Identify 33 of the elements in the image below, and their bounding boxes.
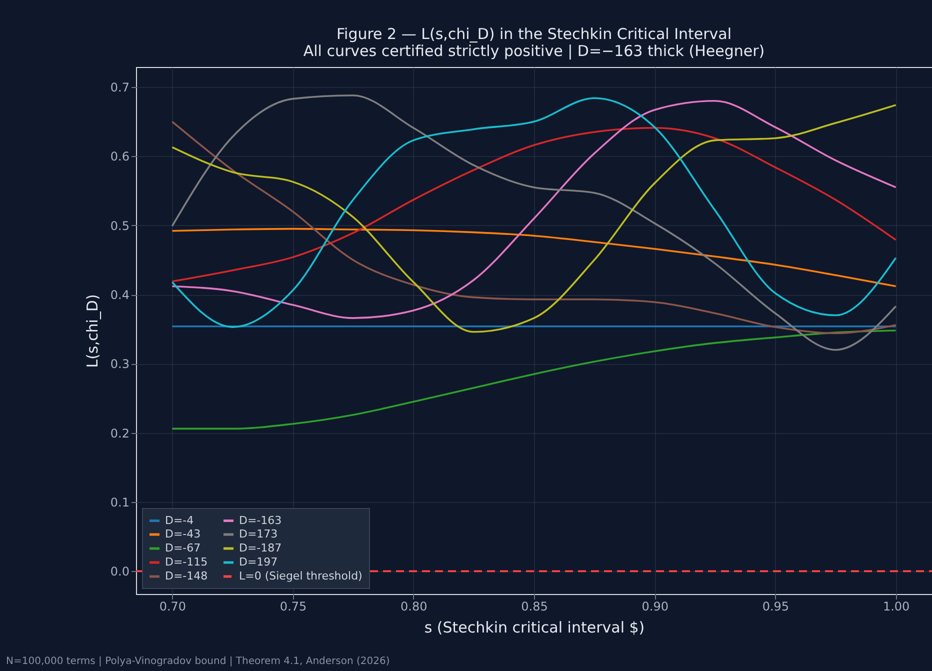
line-series: [171, 228, 897, 288]
legend-label: D=173: [239, 528, 278, 540]
legend-label: D=-148: [165, 570, 208, 582]
x-tick-label: 0.95: [762, 600, 790, 614]
line-series: [171, 330, 897, 430]
y-tick-label: 0.5: [110, 218, 130, 233]
legend-label: D=-187: [239, 542, 282, 554]
x-tick-label: 0.70: [159, 600, 186, 614]
ref-line-label: L=0 (Siegel threshold): [239, 570, 362, 582]
legend-label: D=197: [239, 556, 278, 568]
x-tick-label: 0.85: [521, 600, 548, 614]
legend-label: D=-163: [239, 514, 282, 527]
x-tick-label: 0.80: [400, 600, 428, 614]
y-tick-label: 0.4: [110, 288, 130, 302]
legend-label: D=-115: [165, 556, 208, 568]
chart-subtitle: All curves certified strictly positive | D=−163 thick (Heegner): [303, 42, 765, 60]
line-series: [171, 126, 897, 282]
y-axis-title: L(s,chi_D): [83, 294, 102, 368]
y-tick-label: 0.6: [110, 150, 130, 164]
legend-label: D=-43: [165, 528, 201, 540]
y-tick-label: 0.1: [110, 496, 130, 510]
legend-label: D=-67: [165, 542, 201, 554]
legend-label: D=-4: [165, 514, 194, 527]
x-tick-label: 1.00: [882, 600, 910, 614]
y-tick-label: 0.3: [110, 357, 130, 372]
y-tick-label: 0.2: [110, 426, 130, 440]
x-tick-label: 0.90: [642, 600, 668, 614]
y-tick-label: 0.0: [110, 564, 130, 579]
x-axis-title: s (Stechkin critical interval $): [424, 618, 645, 636]
chart-title: Figure 2 — L(s,chi_D) in the Stechkin Critical Interval: [336, 25, 732, 43]
x-tick-label: 0.75: [280, 600, 307, 614]
text: N=100,000 terms | Polya-Vinogradov bound | Theorem 4.1, Anderson (2026): [6, 656, 390, 667]
y-tick-label: 0.7: [110, 80, 130, 95]
